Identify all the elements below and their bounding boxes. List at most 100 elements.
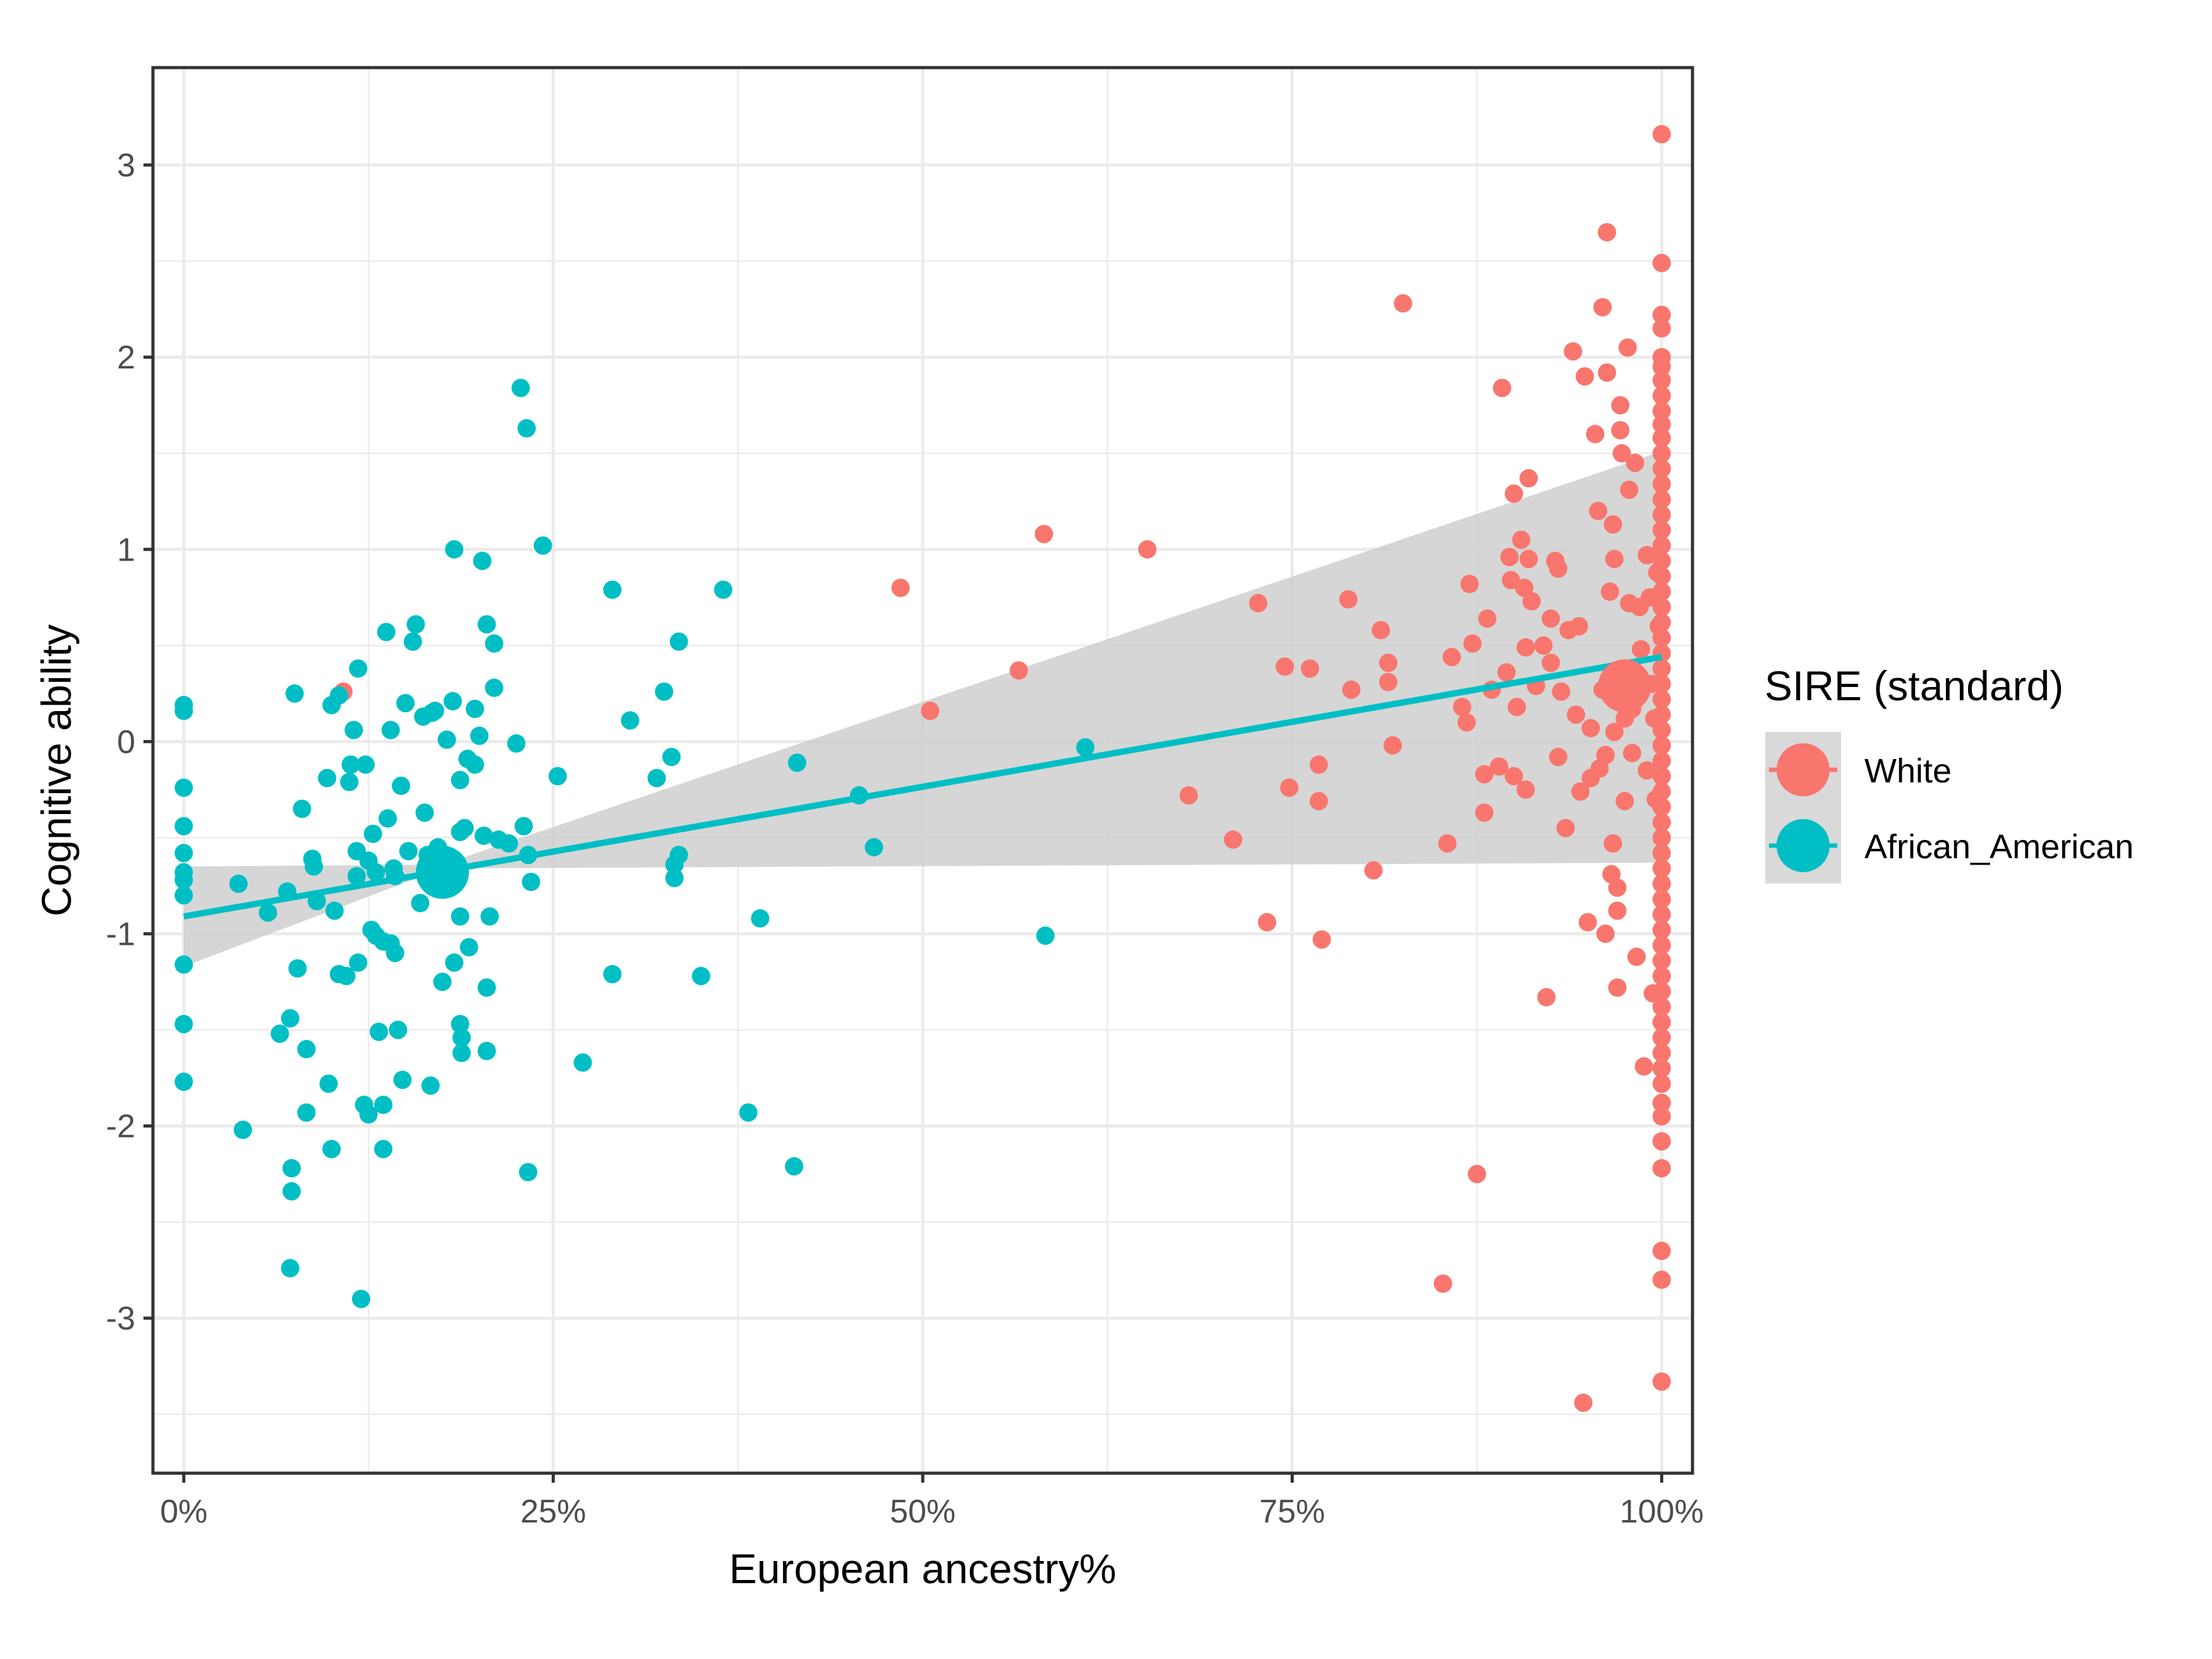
- data-point: [1612, 444, 1631, 463]
- data-point: [437, 730, 456, 749]
- data-point: [1569, 617, 1588, 636]
- data-point: [1652, 936, 1671, 955]
- data-point: [1138, 540, 1157, 559]
- data-point: [1497, 663, 1516, 682]
- data-point: [465, 755, 484, 774]
- data-point: [1652, 1059, 1671, 1078]
- data-point: [1596, 924, 1615, 943]
- data-point: [1312, 930, 1331, 949]
- data-point: [1652, 475, 1671, 494]
- data-point: [340, 772, 359, 791]
- data-point: [1652, 674, 1671, 693]
- data-point: [1586, 425, 1605, 444]
- data-point: [477, 978, 496, 997]
- y-tick-label: 2: [117, 339, 135, 376]
- data-point: [1574, 1394, 1593, 1413]
- data-point: [174, 870, 193, 889]
- data-point: [865, 838, 884, 857]
- data-point: [1652, 567, 1671, 586]
- data-point: [1598, 222, 1617, 241]
- data-point: [381, 720, 400, 739]
- data-point: [1280, 778, 1299, 797]
- data-point: [1652, 828, 1671, 847]
- data-point: [474, 826, 493, 845]
- data-point: [319, 1074, 338, 1093]
- data-point: [396, 694, 415, 713]
- data-point: [1468, 1165, 1486, 1184]
- data-point: [714, 580, 732, 599]
- data-point: [1652, 125, 1671, 143]
- data-point: [297, 1040, 316, 1059]
- data-point: [1589, 501, 1608, 520]
- data-point: [367, 863, 386, 882]
- data-point: [1652, 1043, 1671, 1062]
- data-point: [1652, 982, 1671, 1001]
- data-point: [258, 903, 277, 922]
- data-point: [459, 938, 478, 957]
- data-point: [1179, 786, 1198, 805]
- data-point: [1652, 659, 1671, 678]
- data-point: [477, 1042, 496, 1060]
- y-tick-label: 1: [117, 532, 135, 568]
- data-point: [1652, 844, 1671, 863]
- data-point: [1442, 648, 1461, 667]
- data-point: [533, 536, 552, 555]
- data-point: [349, 659, 368, 678]
- data-point: [1652, 415, 1671, 434]
- data-point: [1516, 638, 1535, 657]
- data-point: [1567, 705, 1586, 724]
- data-point: [1534, 636, 1553, 655]
- data-point: [1571, 782, 1590, 801]
- data-point: [1537, 988, 1556, 1007]
- data-point: [1490, 757, 1509, 776]
- data-point: [1371, 621, 1390, 640]
- data-point: [363, 824, 382, 843]
- data-point: [470, 726, 489, 745]
- data-point: [288, 959, 307, 978]
- data-point: [393, 1071, 412, 1090]
- data-point: [1541, 653, 1560, 672]
- data-point: [1627, 947, 1646, 966]
- data-point: [411, 894, 430, 913]
- data-point: [1275, 657, 1294, 676]
- data-point: [1516, 780, 1535, 799]
- data-point: [603, 964, 622, 983]
- data-point: [1652, 966, 1671, 985]
- data-point: [1652, 428, 1671, 447]
- data-point: [1310, 792, 1328, 811]
- data-point: [1519, 469, 1538, 488]
- data-point: [174, 817, 193, 836]
- data-point: [1258, 913, 1277, 932]
- data-point: [1394, 294, 1413, 313]
- data-point: [1581, 719, 1600, 738]
- data-point: [1512, 530, 1531, 549]
- data-point: [1652, 490, 1671, 509]
- data-point: [451, 770, 470, 789]
- data-point: [1564, 342, 1583, 361]
- data-point: [1598, 363, 1617, 382]
- data-point: [480, 907, 499, 926]
- data-point: [1652, 521, 1671, 540]
- y-tick-label: -2: [106, 1109, 135, 1145]
- data-point: [174, 1073, 193, 1091]
- data-point: [281, 1259, 300, 1278]
- data-point: [445, 953, 464, 972]
- data-point: [1478, 609, 1497, 628]
- data-point: [1504, 484, 1523, 503]
- data-point: [386, 944, 404, 963]
- data-point: [1556, 818, 1575, 837]
- y-tick-label: -3: [106, 1301, 135, 1337]
- data-point: [270, 1024, 289, 1043]
- data-point: [1504, 767, 1523, 786]
- data-point: [691, 966, 710, 985]
- data-point: [406, 615, 425, 634]
- data-point: [1383, 736, 1402, 755]
- data-point: [655, 682, 674, 701]
- data-point: [1626, 453, 1644, 472]
- data-point: [1379, 653, 1398, 672]
- data-point: [1652, 444, 1671, 463]
- data-point: [1652, 874, 1671, 893]
- data-point: [1652, 736, 1671, 755]
- data-point: [297, 1103, 316, 1122]
- data-point: [174, 702, 193, 720]
